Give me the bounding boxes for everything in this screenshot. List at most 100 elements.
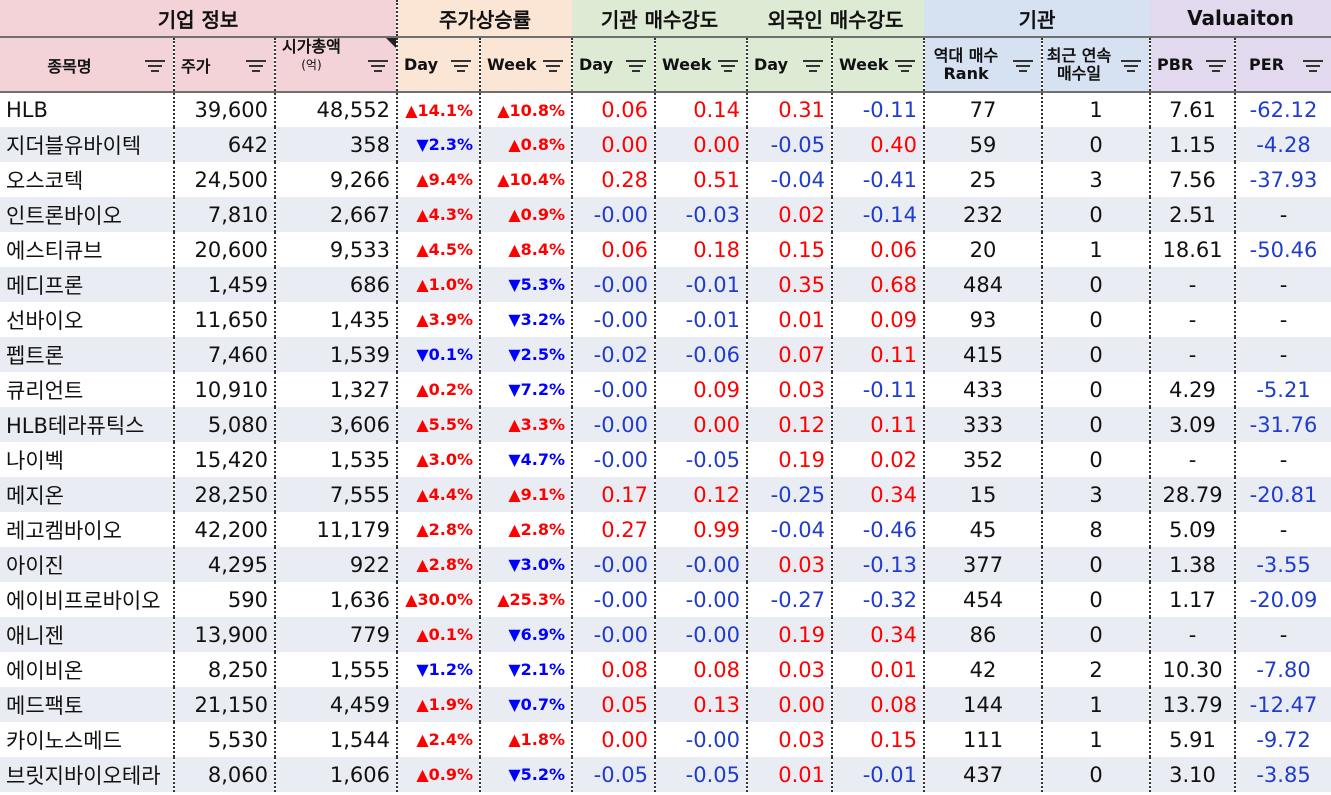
cell-frgn-day[interactable]: 0.07 [746,337,833,372]
cell-streak[interactable]: 1 [1041,232,1151,267]
table-row[interactable]: 레고켐바이오 42,200 11,179 ▲2.8% ▲2.8% 0.27 0.99 -0.0… [0,512,1331,547]
cell-name[interactable]: HLB [6,98,48,122]
cell-name[interactable]: 인트론바이오 [0,197,174,232]
cell-name[interactable]: HLB테라퓨틱스 [0,407,174,442]
table-row[interactable]: 선바이오 11,650 1,435 ▲3.9% ▼3.2% -0.00 -0.01 0.01 0… [0,302,1331,337]
cell-frgn-week[interactable]: -0.01 [831,757,925,792]
cell-inst-week[interactable]: -0.01 [654,302,748,337]
cell-inst-day[interactable]: 0.06 [571,92,656,127]
cell-rank[interactable]: 15 [923,477,1043,512]
cell-rank[interactable]: 377 [923,547,1043,582]
cell-mcap[interactable]: 9,533 [273,232,398,267]
cell-frgn-week[interactable]: 0.34 [831,617,925,652]
cell-rank[interactable]: 484 [923,267,1043,302]
cell-name[interactable]: 에이비프로바이오 [6,588,161,613]
cell-rise-day[interactable]: ▲4.3% [396,197,481,232]
cell-inst-week[interactable]: -0.00 [654,582,748,617]
filter-icon[interactable] [543,59,564,74]
cell-rise-week[interactable]: ▲1.8% [479,722,573,757]
cell-mcap[interactable]: 358 [273,127,398,162]
cell-rise-week[interactable]: ▼3.2% [479,302,573,337]
cell-per[interactable]: -62.12 [1234,92,1331,127]
cell-rank[interactable]: 232 [923,197,1043,232]
cell-per[interactable]: -37.93 [1234,162,1331,197]
cell-rank[interactable]: 20 [923,232,1043,267]
cell-name[interactable]: 오스코텍 [6,168,84,193]
cell-frgn-day[interactable]: -0.27 [746,582,833,617]
cell-frgn-week[interactable]: -0.41 [831,162,925,197]
table-row[interactable]: 에이비온 8,250 1,555 ▼1.2% ▼2.1% 0.08 0.08 0.03 0.01… [0,652,1331,687]
cell-name[interactable]: 펩트론 [0,337,174,372]
cell-price[interactable]: 4,295 [173,547,275,582]
cell-rise-day[interactable]: ▲0.2% [396,372,481,407]
cell-inst-week[interactable]: -0.00 [654,617,748,652]
cell-rank[interactable]: 352 [923,442,1043,477]
cell-streak[interactable]: 0 [1041,407,1151,442]
cell-frgn-day[interactable]: 0.03 [746,722,833,757]
cell-rise-day[interactable]: ▲3.0% [396,442,481,477]
filter-icon[interactable] [1013,59,1034,74]
cell-inst-day[interactable]: -0.00 [571,372,656,407]
cell-per[interactable]: - [1234,197,1331,232]
cell-rank[interactable]: 433 [923,372,1043,407]
cell-rise-week[interactable]: ▲0.8% [479,127,573,162]
cell-name[interactable]: 카이노스메드 [6,728,122,753]
table-row[interactable]: 인트론바이오 7,810 2,667 ▲4.3% ▲0.9% -0.00 -0.03 0.02… [0,197,1331,232]
cell-pbr[interactable]: 4.29 [1149,372,1236,407]
cell-frgn-day[interactable]: 0.03 [746,372,833,407]
table-row[interactable]: 오스코텍 24,500 9,266 ▲9.4% ▲10.4% 0.28 0.51 -0.04-… [0,162,1331,197]
cell-mcap[interactable]: 11,179 [273,512,398,547]
cell-pbr[interactable]: 1.17 [1149,582,1236,617]
cell-rise-day[interactable]: ▲14.1% [396,92,481,127]
cell-price[interactable]: 8,250 [173,652,275,687]
cell-inst-week[interactable]: -0.03 [654,197,748,232]
cell-rise-day[interactable]: ▲5.5% [396,407,481,442]
cell-pbr[interactable]: 1.15 [1149,127,1236,162]
cell-frgn-day[interactable]: -0.25 [746,477,833,512]
cell-frgn-week[interactable]: -0.32 [831,582,925,617]
cell-frgn-day[interactable]: -0.04 [746,162,833,197]
table-row[interactable]: 에이비프로바이오 590 1,636 ▲30.0% ▲25.3% -0.00 -0.00 -0… [0,582,1331,617]
cell-pbr[interactable]: 3.09 [1149,407,1236,442]
cell-rank[interactable]: 93 [923,302,1043,337]
cell-rank[interactable]: 42 [923,652,1043,687]
cell-pbr[interactable]: 5.09 [1149,512,1236,547]
cell-rise-week[interactable]: ▲0.9% [479,197,573,232]
cell-mcap[interactable]: 686 [273,267,398,302]
cell-pbr[interactable]: - [1149,302,1236,337]
cell-per[interactable]: -20.09 [1234,582,1331,617]
cell-rise-day[interactable]: ▼2.3% [396,127,481,162]
cell-streak[interactable]: 0 [1041,582,1151,617]
cell-price[interactable]: 10,910 [173,372,275,407]
cell-price[interactable]: 8,060 [173,757,275,792]
cell-per[interactable]: -3.55 [1234,547,1331,582]
cell-rise-week[interactable]: ▲10.8% [479,92,573,127]
cell-streak[interactable]: 8 [1041,512,1151,547]
cell-streak[interactable]: 0 [1041,757,1151,792]
table-row[interactable]: HLB 39,600 48,552 ▲14.1% ▲10.8% 0.06 0.14 0.31-… [0,92,1331,127]
cell-per[interactable]: -3.85 [1234,757,1331,792]
cell-inst-week[interactable]: 0.00 [654,127,748,162]
cell-inst-day[interactable]: -0.05 [571,757,656,792]
cell-inst-day[interactable]: -0.00 [571,302,656,337]
cell-per[interactable]: -5.21 [1234,372,1331,407]
cell-pbr[interactable]: 2.51 [1149,197,1236,232]
cell-rank[interactable]: 437 [923,757,1043,792]
cell-inst-week[interactable]: -0.05 [654,757,748,792]
cell-name[interactable]: 선바이오 [6,308,84,333]
cell-inst-day[interactable]: 0.05 [571,687,656,722]
cell-rise-week[interactable]: ▲10.4% [479,162,573,197]
cell-rise-day[interactable]: ▲1.0% [396,267,481,302]
table-row[interactable]: 메지온 28,250 7,555 ▲4.4% ▲9.1% 0.17 0.12 -0.25 0.3… [0,477,1331,512]
cell-frgn-day[interactable]: 0.19 [746,617,833,652]
table-row[interactable]: 애니젠 13,900 779 ▲0.1% ▼6.9% -0.00 -0.00 0.19 0.34… [0,617,1331,652]
cell-mcap[interactable]: 7,555 [273,477,398,512]
cell-mcap[interactable]: 9,266 [273,162,398,197]
cell-inst-week[interactable]: -0.01 [654,267,748,302]
cell-price[interactable]: 21,150 [173,687,275,722]
filter-icon[interactable] [246,59,266,74]
cell-mcap[interactable]: 1,636 [273,582,398,617]
cell-rise-week[interactable]: ▼5.2% [479,757,573,792]
cell-frgn-day[interactable]: 0.01 [746,302,833,337]
cell-inst-day[interactable]: -0.00 [571,582,656,617]
